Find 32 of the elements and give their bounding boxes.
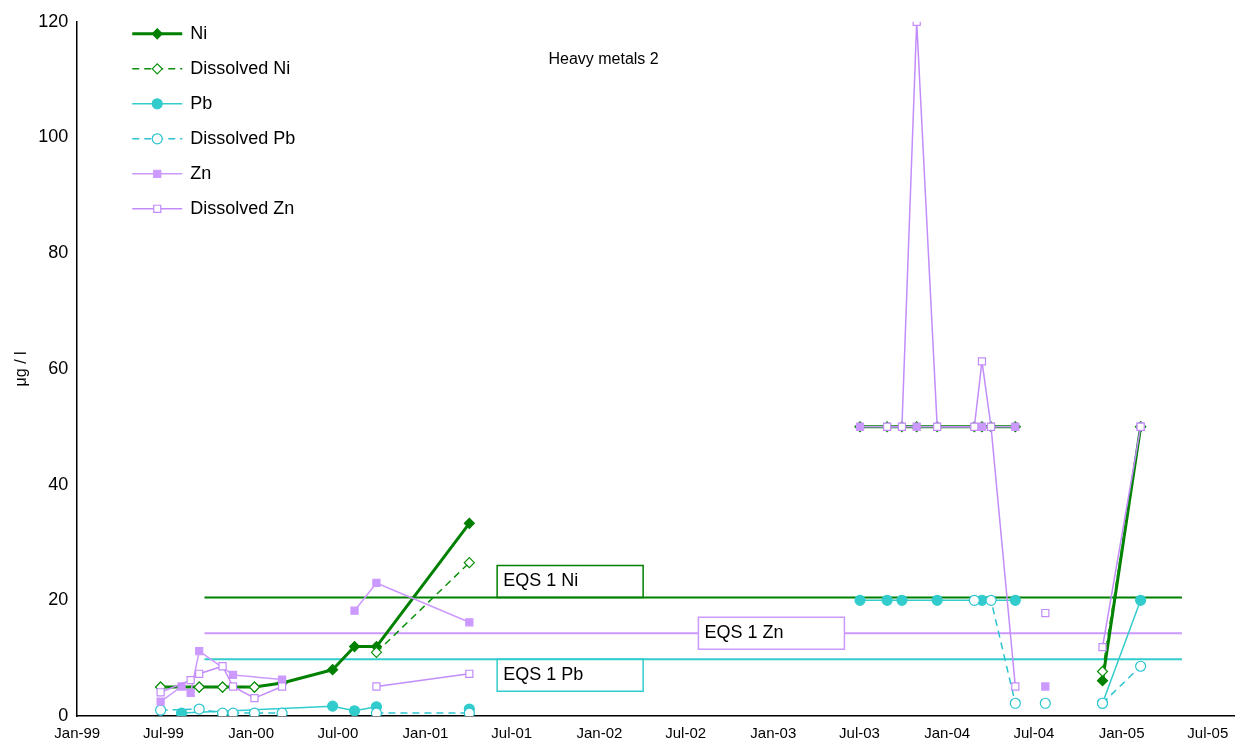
y-tick-label: 120 bbox=[38, 10, 69, 31]
x-tick-label: Jul-00 bbox=[317, 724, 359, 742]
ref-line-label: EQS 1 Zn bbox=[704, 622, 784, 643]
x-tick-label: Jul-99 bbox=[143, 724, 184, 742]
y-tick-label: 40 bbox=[48, 473, 69, 494]
x-tick-label: Jan-01 bbox=[402, 724, 449, 742]
legend-label: Dissolved Ni bbox=[190, 57, 291, 78]
legend-label: Dissolved Pb bbox=[190, 127, 296, 148]
x-tick-label: Jul-01 bbox=[491, 724, 533, 742]
x-tick-label: Jul-04 bbox=[1013, 724, 1055, 742]
ref-line-label: EQS 1 Ni bbox=[503, 570, 579, 591]
y-tick-label: 80 bbox=[48, 242, 69, 263]
legend-label: Zn bbox=[190, 162, 212, 183]
y-tick-label: 60 bbox=[48, 357, 69, 378]
x-tick-label: Jan-02 bbox=[576, 724, 623, 742]
x-tick-label: Jan-03 bbox=[750, 724, 797, 742]
x-tick-label: Jul-03 bbox=[839, 724, 880, 742]
legend-label: Ni bbox=[190, 22, 208, 43]
ref-line-label: EQS 1 Pb bbox=[503, 664, 584, 685]
y-tick-label: 20 bbox=[48, 589, 69, 610]
x-tick-label: Jan-99 bbox=[54, 724, 101, 742]
x-tick-label: Jul-05 bbox=[1187, 724, 1229, 742]
y-tick-label: 100 bbox=[38, 126, 69, 147]
legend-label: Dissolved Zn bbox=[190, 197, 295, 218]
x-tick-label: Jan-05 bbox=[1098, 724, 1145, 742]
y-tick-label: 0 bbox=[58, 704, 69, 725]
y-axis-title: μg / l bbox=[12, 351, 30, 387]
x-tick-label: Jan-00 bbox=[228, 724, 275, 742]
text: Heavy metals 2 bbox=[548, 50, 659, 68]
x-tick-label: Jan-04 bbox=[924, 724, 971, 742]
x-tick-label: Jul-02 bbox=[665, 724, 707, 742]
legend-label: Pb bbox=[190, 92, 213, 113]
